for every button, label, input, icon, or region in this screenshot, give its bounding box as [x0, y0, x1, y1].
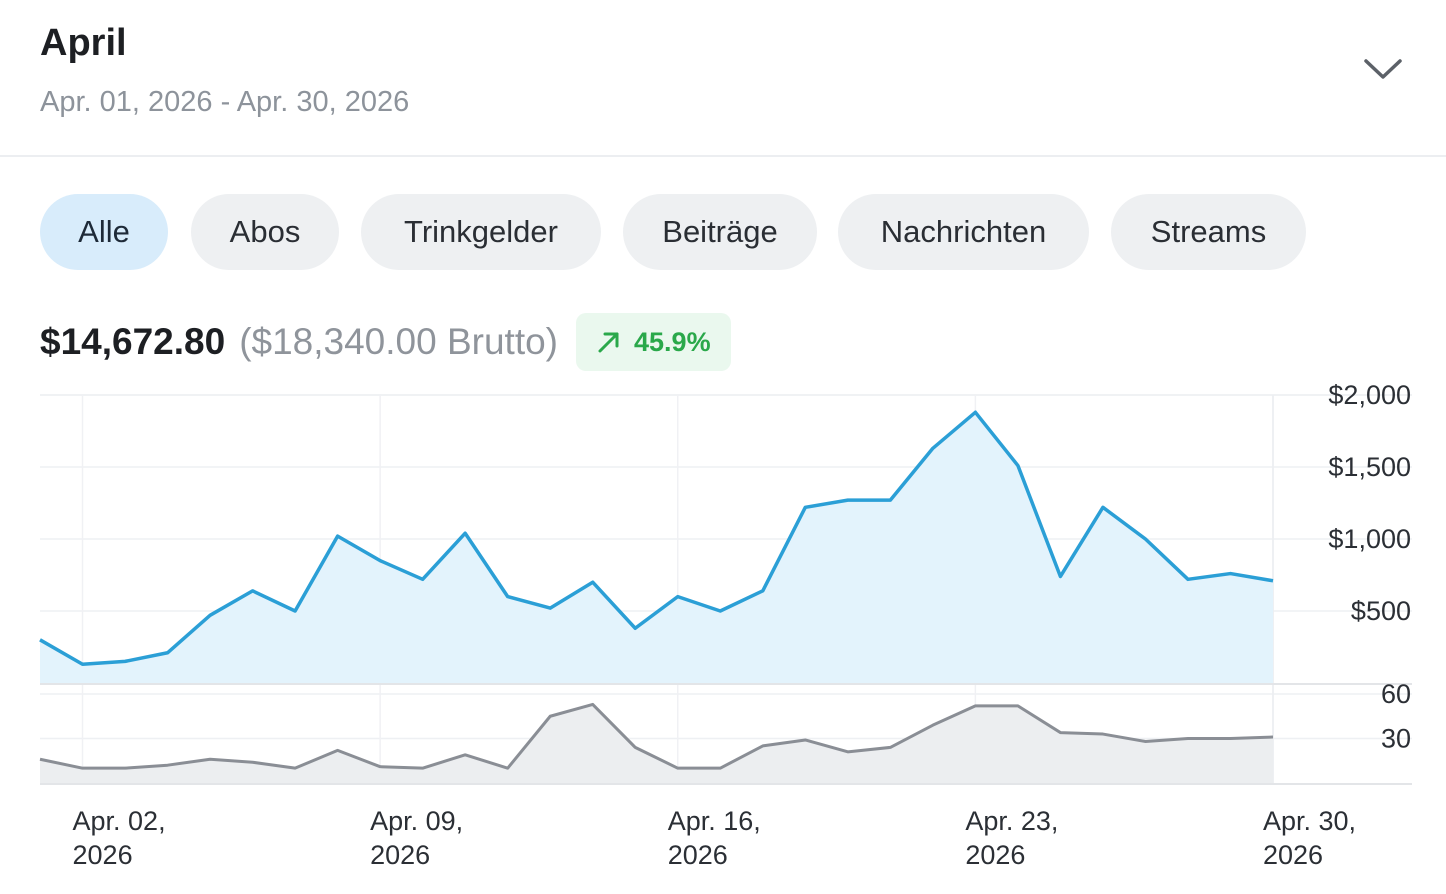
x-tick-label: Apr. 02,: [73, 806, 166, 836]
count-series: [39, 702, 1412, 785]
period-date-range: Apr. 01, 2026 - Apr. 30, 2026: [40, 86, 410, 118]
y-tick-label: $2,000: [1328, 380, 1411, 410]
filter-posts[interactable]: Beiträge: [623, 194, 817, 270]
change-badge: 45.9%: [576, 313, 731, 371]
x-tick-label-year: 2026: [965, 840, 1025, 870]
y-tick-label: $500: [1351, 596, 1411, 626]
y-tick-label: $1,500: [1328, 452, 1411, 482]
earnings-chart: $500 $1,000 $1,500 $2,000 30 60 Apr. 02, 2026…: [39, 380, 1412, 870]
x-tick-label-year: 2026: [370, 840, 430, 870]
filter-all[interactable]: Alle: [40, 194, 168, 270]
y-axis-count: 30 60: [1381, 679, 1411, 754]
earnings-line: [39, 410, 1274, 667]
filter-subscriptions-label: Abos: [229, 214, 301, 249]
filter-subscriptions[interactable]: Abos: [191, 194, 339, 270]
filter-streams[interactable]: Streams: [1111, 194, 1306, 270]
count-line: [39, 702, 1274, 770]
x-tick-label-year: 2026: [73, 840, 133, 870]
y-tick-label: 30: [1381, 724, 1411, 754]
filter-all-label: Alle: [78, 214, 130, 249]
filter-streams-label: Streams: [1150, 214, 1267, 249]
x-tick-label-year: 2026: [668, 840, 728, 870]
filter-messages[interactable]: Nachrichten: [838, 194, 1089, 270]
chevron-down-icon[interactable]: [1362, 55, 1404, 85]
gross-earnings: ($18,340.00 Brutto): [239, 321, 559, 362]
x-axis: Apr. 02, 2026 Apr. 09, 2026 Apr. 16, 2026 Apr.…: [73, 806, 1357, 870]
count-area: [40, 704, 1273, 783]
earnings-summary: $14,672.80 ($18,340.00 Brutto) 45.9%: [40, 312, 731, 372]
net-earnings: $14,672.80: [40, 321, 226, 362]
filter-messages-label: Nachrichten: [880, 214, 1047, 249]
filter-tips[interactable]: Trinkgelder: [361, 194, 601, 270]
filter-tips-label: Trinkgelder: [404, 214, 558, 249]
x-tick-label: Apr. 16,: [668, 806, 761, 836]
y-tick-label: $1,000: [1328, 524, 1411, 554]
earnings-series: [39, 410, 1412, 685]
y-tick-label: 60: [1381, 679, 1411, 709]
x-tick-label: Apr. 09,: [370, 806, 463, 836]
arrow-up-right-icon: [598, 332, 619, 353]
x-tick-label: Apr. 23,: [965, 806, 1058, 836]
x-tick-label: Apr. 30,: [1263, 806, 1356, 836]
x-tick-label-year: 2026: [1263, 840, 1323, 870]
filter-posts-label: Beiträge: [662, 214, 778, 249]
earnings-area: [40, 412, 1273, 683]
period-header[interactable]: April Apr. 01, 2026 - Apr. 30, 2026: [0, 0, 1446, 157]
change-percent: 45.9%: [634, 326, 711, 357]
y-axis-earnings: $500 $1,000 $1,500 $2,000: [1328, 380, 1411, 626]
period-title: April: [40, 22, 127, 64]
